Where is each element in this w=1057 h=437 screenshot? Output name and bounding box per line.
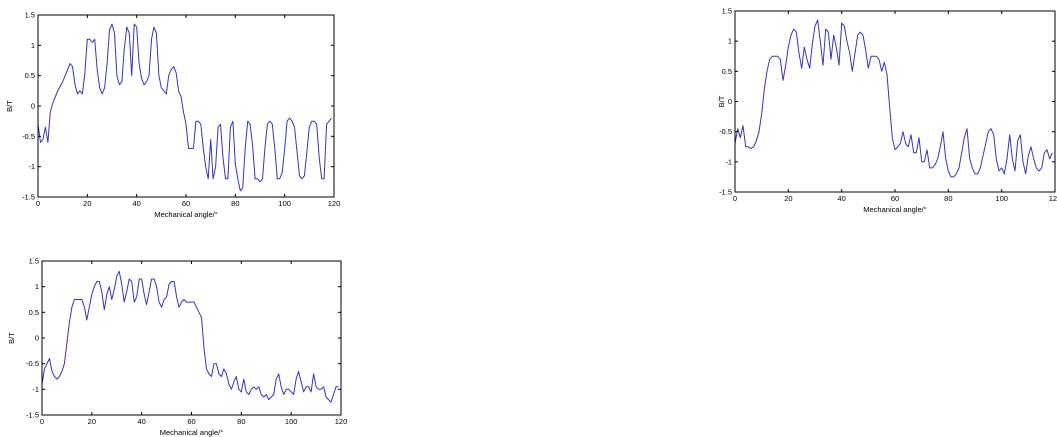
y-tick-label: -1.5 [26,411,39,420]
x-tick-label: 60 [182,199,190,208]
x-tick-label: 100 [278,199,291,208]
x-axis-label: Mechanical angle/° [863,205,926,214]
x-tick-label: 20 [784,194,792,203]
plot-frame [734,10,1056,193]
x-tick-label: 40 [132,199,140,208]
x-tick-label: 20 [83,199,91,208]
x-tick-label: 60 [187,417,195,426]
x-tick-label: 120 [1049,194,1057,203]
x-axis-label: Mechanical angle/° [154,210,217,219]
x-tick-label: 0 [40,417,44,426]
x-tick-label: 100 [995,194,1008,203]
x-tick-label: 120 [328,199,341,208]
y-tick-label: -1.5 [22,193,35,202]
x-tick-label: 40 [837,194,845,203]
y-tick-label: 0.5 [722,67,732,76]
y-tick-label: 0.5 [25,71,35,80]
x-tick-label: 80 [231,199,239,208]
x-tick-label: 0 [733,194,737,203]
x-tick-label: 120 [335,417,348,426]
y-tick-label: -1 [32,385,39,394]
series-line [37,23,332,192]
y-tick-label: 1.5 [722,7,732,16]
series-line [41,270,339,403]
y-tick-label: 1 [31,41,35,50]
x-tick-label: 80 [944,194,952,203]
x-tick-label: 80 [237,417,245,426]
series-line [734,19,1053,178]
y-tick-label: 0 [31,102,35,111]
y-tick-label: -1.5 [719,188,732,197]
x-axis-label: Mechanical angle/° [160,428,223,437]
chart-top-left: 0 20 40 60 80 100 120 -1.5 -1 -0.5 0 0.5 1 1.5 Mechani… [5,11,341,220]
plot-frame [41,260,342,416]
y-axis-label: B/T [717,95,726,107]
y-tick-label: 1 [35,282,39,291]
y-tick-label: 0 [728,97,732,106]
x-tick-label: 60 [891,194,899,203]
y-tick-label: -0.5 [26,359,39,368]
x-tick-label: 40 [137,417,145,426]
x-tick-label: 20 [88,417,96,426]
y-tick-label: -0.5 [719,127,732,136]
y-axis-label: B/T [7,332,16,344]
y-axis-label: B/T [5,100,14,112]
y-tick-label: 1 [728,37,732,46]
y-tick-label: -1 [28,162,35,171]
y-tick-label: 0 [35,334,39,343]
plot-frame [37,14,335,198]
x-tick-label: 100 [285,417,298,426]
chart-bottom-left: 0 20 40 60 80 100 120 -1.5 -1 -0.5 0 0.5 1 1.5 Mechani… [7,257,348,437]
y-tick-label: 1.5 [29,257,39,266]
y-tick-label: -0.5 [22,132,35,141]
x-tick-label: 0 [36,199,40,208]
y-tick-label: 0.5 [29,308,39,317]
y-tick-label: 1.5 [25,11,35,20]
chart-top-right: 0 20 40 60 80 100 120 -1.5 -1 -0.5 0 0.5 1 1.5 Mechani… [717,7,1057,215]
y-tick-label: -1 [725,157,732,166]
